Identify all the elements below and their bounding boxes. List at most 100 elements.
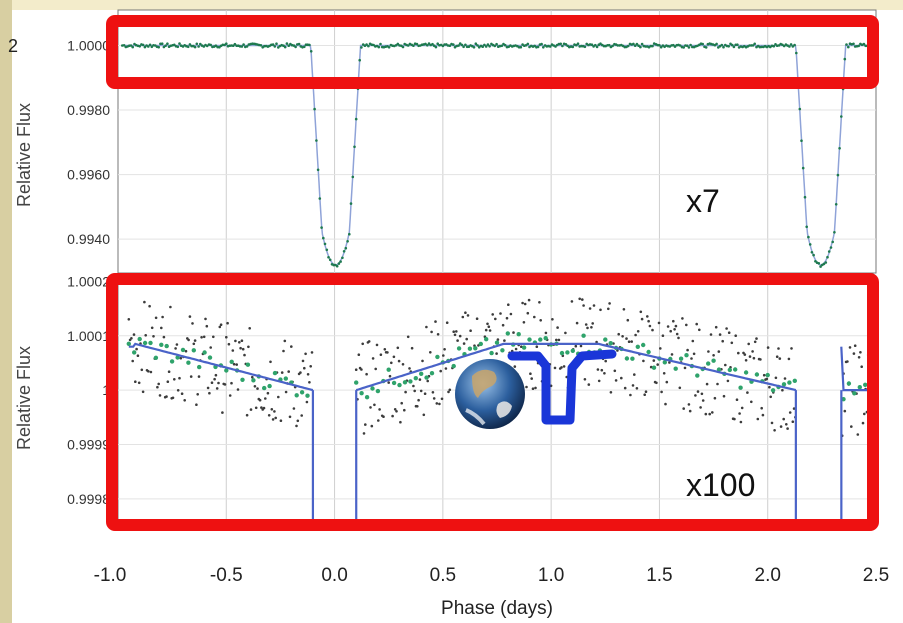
bottom-data-point	[544, 331, 548, 335]
bottom-data-point	[521, 301, 524, 305]
bottom-data-point	[708, 412, 711, 416]
bottom-data-point	[392, 355, 396, 359]
top-data-point	[323, 242, 327, 246]
bottom-data-point	[260, 406, 263, 409]
bottom-data-point	[225, 335, 228, 339]
bottom-data-point	[150, 326, 154, 330]
bottom-binned-point	[451, 363, 456, 369]
bottom-data-point	[609, 391, 613, 394]
bottom-data-point	[752, 356, 756, 360]
bottom-data-point	[269, 360, 272, 364]
bottom-binned-point	[148, 340, 153, 346]
top-data-point	[772, 44, 776, 48]
bottom-binned-point	[424, 375, 429, 380]
top-data-point	[583, 45, 587, 49]
top-data-point	[810, 251, 814, 254]
bottom-data-point	[716, 382, 719, 386]
bottom-data-point	[226, 321, 229, 325]
bottom-data-point	[175, 343, 179, 346]
bottom-data-point	[271, 418, 275, 421]
top-data-point	[467, 45, 471, 48]
top-data-point	[807, 235, 810, 239]
bottom-data-point	[783, 377, 787, 380]
bottom-data-point	[613, 369, 617, 373]
bottom-data-point	[727, 331, 731, 335]
top-y-tick-label: 0.9940	[67, 231, 110, 247]
top-data-point	[188, 43, 192, 46]
top-y-tick-label: 1.0000	[67, 37, 110, 53]
bottom-data-point	[299, 371, 302, 374]
bottom-data-point	[196, 393, 199, 396]
bottom-data-point	[434, 320, 437, 323]
top-data-point	[377, 45, 381, 49]
bottom-binned-point	[603, 337, 608, 342]
bottom-data-point	[431, 391, 435, 394]
bottom-data-point	[588, 307, 592, 310]
bottom-data-point	[768, 385, 771, 389]
bottom-data-point	[666, 325, 670, 328]
bottom-data-point	[264, 397, 267, 400]
bottom-data-point	[157, 382, 160, 386]
top-data-point	[503, 43, 507, 47]
bottom-data-point	[617, 332, 620, 336]
top-data-point	[426, 44, 429, 47]
top-data-point	[575, 43, 578, 47]
top-data-point	[335, 264, 339, 268]
bottom-data-point	[374, 367, 378, 371]
bottom-data-point	[475, 317, 479, 321]
top-data-point	[344, 246, 348, 250]
bottom-data-point	[648, 324, 652, 328]
top-data-point	[483, 43, 486, 47]
top-data-point	[320, 226, 323, 229]
bottom-data-point	[373, 403, 376, 407]
top-data-point	[500, 44, 504, 48]
bottom-data-point	[587, 383, 591, 386]
bottom-data-point	[288, 415, 292, 419]
top-data-point	[472, 46, 476, 49]
bottom-data-point	[766, 346, 770, 349]
bottom-data-point	[254, 406, 258, 410]
bottom-data-point	[626, 318, 630, 322]
bottom-data-point	[614, 379, 618, 382]
bottom-binned-point	[132, 350, 137, 355]
bottom-binned-point	[180, 347, 186, 353]
bottom-data-point	[509, 312, 513, 316]
bottom-data-point	[698, 328, 701, 332]
cut-tick-label: 2	[8, 36, 18, 56]
bottom-binned-point	[521, 345, 527, 350]
bottom-data-point	[717, 350, 721, 353]
bottom-data-point	[629, 393, 632, 397]
bottom-data-point	[192, 342, 196, 346]
bottom-data-point	[791, 420, 795, 424]
bottom-data-point	[662, 372, 666, 375]
bottom-data-point	[295, 424, 298, 428]
bottom-data-point	[178, 376, 181, 380]
top-data-point	[365, 43, 368, 46]
bottom-data-point	[672, 319, 675, 323]
bottom-model-line	[840, 346, 872, 392]
bottom-data-point	[393, 408, 397, 411]
bottom-data-point	[659, 347, 662, 350]
top-data-point	[847, 45, 850, 49]
top-data-point	[157, 45, 160, 49]
bottom-data-point	[557, 338, 561, 342]
top-data-point	[845, 43, 848, 46]
top-data-point	[287, 44, 291, 47]
bottom-binned-point	[473, 346, 478, 351]
bottom-data-point	[778, 357, 782, 360]
bottom-binned-point	[408, 379, 413, 384]
bottom-data-point	[664, 402, 667, 406]
bottom-data-point	[251, 375, 254, 379]
top-data-point	[225, 42, 228, 45]
top-data-point	[730, 43, 734, 47]
bottom-data-point	[131, 359, 134, 363]
bottom-data-point	[189, 375, 193, 378]
bottom-data-point	[533, 315, 536, 319]
bottom-binned-point	[240, 377, 245, 382]
bottom-data-point	[357, 353, 361, 357]
top-data-point	[193, 45, 197, 49]
top-data-point	[720, 43, 724, 47]
bottom-data-point	[655, 381, 658, 385]
bottom-data-point	[625, 337, 628, 340]
bottom-scale-annotation: x100	[686, 467, 755, 503]
